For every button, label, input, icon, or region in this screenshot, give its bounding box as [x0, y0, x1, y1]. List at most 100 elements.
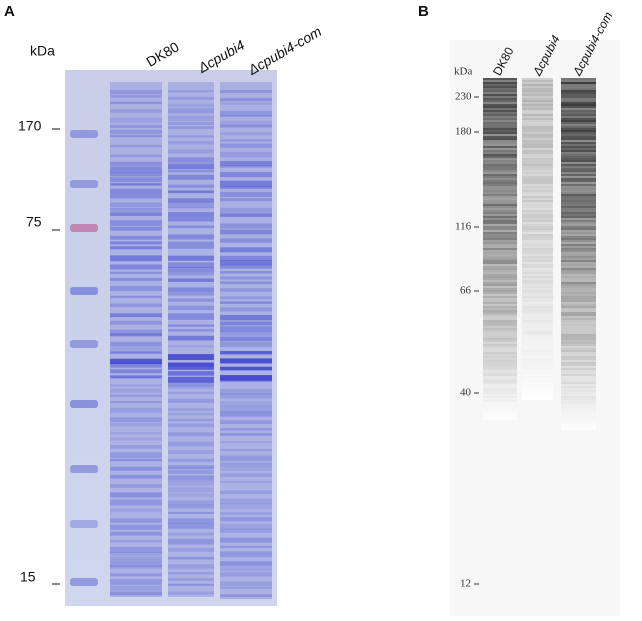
band	[483, 152, 517, 154]
band	[522, 290, 553, 292]
band	[522, 136, 553, 138]
band	[561, 414, 596, 416]
band	[483, 302, 517, 304]
band	[483, 240, 517, 242]
band	[561, 128, 596, 130]
band	[522, 264, 553, 266]
band	[110, 109, 162, 113]
marker-label: 15	[20, 569, 36, 585]
band	[483, 124, 517, 126]
band	[561, 108, 596, 110]
band	[522, 266, 553, 268]
band	[220, 301, 272, 304]
band	[483, 372, 517, 374]
band	[561, 116, 596, 118]
band	[561, 166, 596, 168]
band	[483, 208, 517, 210]
band	[110, 417, 162, 423]
band	[561, 118, 596, 120]
band	[522, 284, 553, 286]
band	[561, 242, 596, 244]
band	[522, 292, 553, 294]
band	[561, 82, 596, 84]
band	[220, 468, 272, 471]
band	[483, 342, 517, 344]
band	[483, 194, 517, 196]
band	[522, 96, 553, 98]
band	[561, 234, 596, 236]
band	[561, 122, 596, 124]
band	[522, 88, 553, 90]
band	[483, 132, 517, 134]
band	[522, 270, 553, 272]
band	[483, 390, 517, 392]
band	[168, 241, 214, 247]
band	[483, 380, 517, 382]
band	[522, 388, 553, 390]
band	[483, 280, 517, 282]
band	[483, 412, 517, 414]
band	[110, 194, 162, 199]
band	[483, 294, 517, 296]
band	[561, 236, 596, 238]
band	[110, 444, 162, 449]
band	[168, 246, 214, 249]
band	[561, 136, 596, 138]
band	[483, 98, 517, 100]
band	[483, 270, 517, 272]
band	[220, 490, 272, 495]
band	[483, 336, 517, 338]
band	[483, 296, 517, 298]
band	[220, 114, 272, 117]
band	[522, 80, 553, 82]
band	[522, 336, 553, 338]
band	[483, 232, 517, 234]
band	[522, 298, 553, 300]
band	[522, 154, 553, 156]
band	[483, 328, 517, 330]
band	[483, 364, 517, 366]
band	[483, 108, 517, 110]
band	[220, 213, 272, 217]
band	[168, 135, 214, 138]
band	[561, 280, 596, 282]
band	[561, 404, 596, 406]
band	[522, 122, 553, 124]
band	[561, 356, 596, 358]
band	[168, 305, 214, 311]
band	[168, 90, 214, 93]
band	[110, 320, 162, 325]
band	[561, 426, 596, 428]
band	[522, 346, 553, 348]
band	[522, 112, 553, 114]
band	[110, 579, 162, 585]
band	[561, 186, 596, 188]
band	[220, 186, 272, 189]
band	[522, 92, 553, 94]
band	[70, 400, 98, 408]
band	[168, 480, 214, 486]
band	[483, 288, 517, 290]
band	[483, 136, 517, 138]
band	[168, 591, 214, 595]
band	[522, 358, 553, 360]
band	[483, 358, 517, 360]
band	[168, 157, 214, 163]
band	[70, 130, 98, 138]
band	[522, 288, 553, 290]
band	[561, 380, 596, 382]
band	[483, 396, 517, 398]
band	[522, 202, 553, 204]
band	[561, 188, 596, 190]
band	[522, 128, 553, 130]
band	[483, 228, 517, 230]
band	[483, 416, 517, 418]
band	[220, 572, 272, 577]
band	[110, 561, 162, 567]
band	[561, 316, 596, 318]
band	[522, 362, 553, 364]
band	[483, 104, 517, 106]
lane-label: DK80	[143, 38, 182, 69]
band	[522, 296, 553, 298]
band	[561, 214, 596, 216]
